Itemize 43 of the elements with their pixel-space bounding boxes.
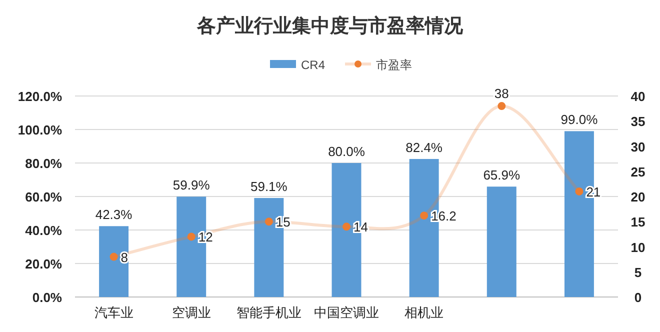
data-label: 14 <box>354 220 368 235</box>
bar <box>99 226 129 297</box>
y-tick-label: 80.0% <box>25 156 62 171</box>
y-tick-label: 120.0% <box>18 89 62 104</box>
data-label: 38 <box>494 86 509 102</box>
data-label: 99.0% <box>560 112 598 128</box>
data-label: 59.1% <box>250 179 288 194</box>
x-tick-label: 汽车业 <box>94 305 134 320</box>
y2-tick-label: 10 <box>630 240 646 255</box>
point <box>264 218 273 226</box>
y2-tick-label: 5 <box>634 264 642 280</box>
y2-tick-label: 0 <box>634 290 642 305</box>
legend-label: 市盈率 <box>376 58 412 72</box>
data-label: 42.3% <box>95 207 133 222</box>
bar <box>486 186 516 297</box>
x-tick-label: 中国空调业 <box>314 305 379 320</box>
y2-tick-label: 20 <box>630 190 646 204</box>
data-label: 8 <box>120 250 128 265</box>
data-label: 80.0% <box>328 144 366 159</box>
point <box>575 187 584 196</box>
data-label: 59.9% <box>172 178 210 193</box>
y-tick-label: 40.0% <box>25 223 62 238</box>
y-tick-label: 20.0% <box>25 256 62 272</box>
y-tick-label: 100.0% <box>18 122 62 138</box>
y2-tick-label: 25 <box>630 164 646 180</box>
x-tick-label: 空调业 <box>172 305 211 320</box>
data-label: 82.4% <box>406 140 443 155</box>
legend-label: CR4 <box>301 58 326 72</box>
y2-tick-label: 15 <box>630 214 646 230</box>
y2-tick-label: 30 <box>630 139 646 154</box>
x-tick-label: 智能手机业 <box>236 305 302 320</box>
y2-tick-label: 40 <box>630 89 646 104</box>
point <box>342 222 350 231</box>
x-tick-label: 相机业 <box>404 305 444 320</box>
point <box>187 232 196 241</box>
y2-tick-label: 35 <box>630 114 646 130</box>
y-tick-label: 60.0% <box>25 190 62 204</box>
point <box>420 212 428 220</box>
y-tick-label: 0.0% <box>32 290 62 305</box>
point <box>498 102 506 110</box>
chart-title: 各产业行业集中度与市盈率情况 <box>196 15 464 37</box>
point <box>110 252 118 261</box>
data-label: 65.9% <box>483 168 521 183</box>
